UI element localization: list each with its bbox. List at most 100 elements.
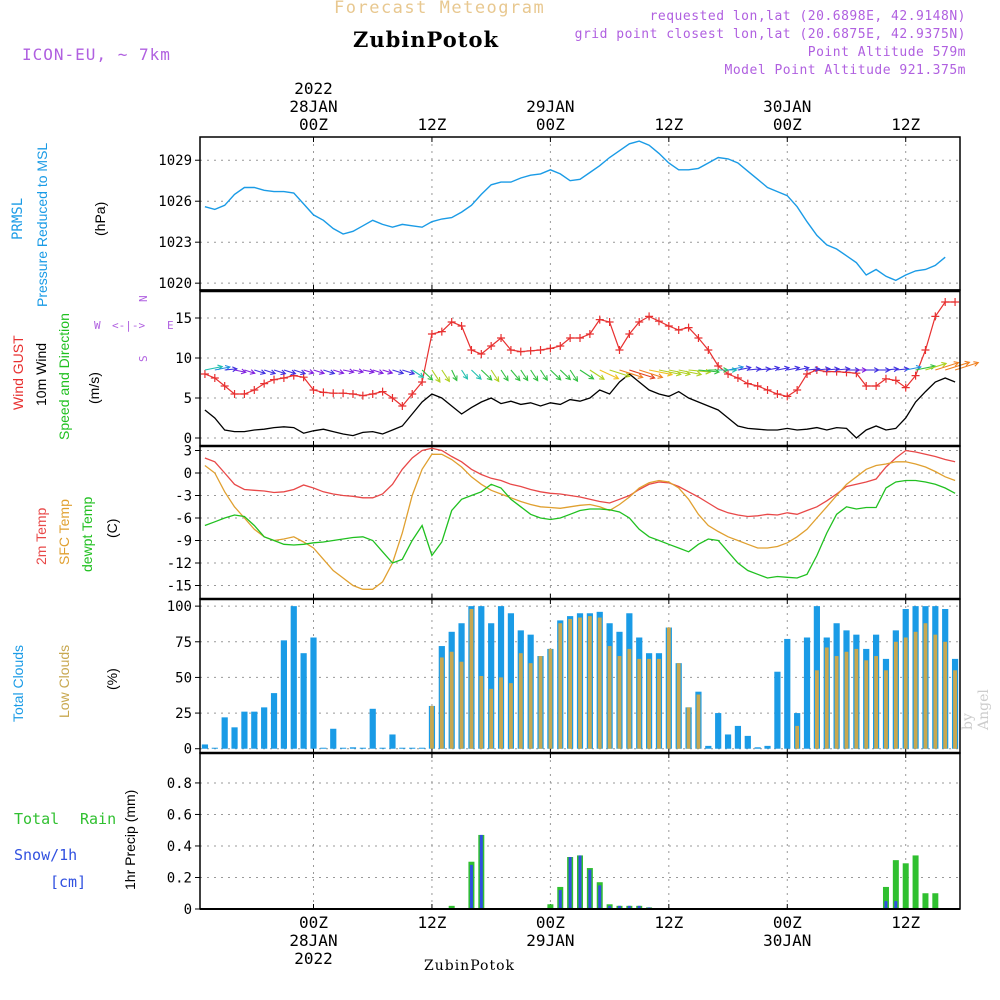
low-cloud-bar bbox=[676, 663, 681, 749]
wind-dir-arrow bbox=[520, 369, 529, 381]
wind-dir-head bbox=[624, 372, 631, 378]
low-cloud-bar bbox=[548, 648, 553, 749]
low-cloud-bar bbox=[943, 641, 948, 749]
low-cloud-bar bbox=[903, 637, 908, 749]
total-cloud-bar bbox=[379, 747, 386, 749]
wind-dir-arrow bbox=[343, 369, 354, 373]
wind-line bbox=[204, 373, 956, 439]
time-label-bottom: 28JAN bbox=[289, 931, 337, 950]
wind-dir-arrow bbox=[323, 369, 335, 375]
gust-marker bbox=[487, 342, 496, 350]
wind-dir-arrow bbox=[480, 369, 493, 381]
wind-dir-head bbox=[232, 366, 239, 373]
wind-dir-arrow bbox=[777, 367, 790, 371]
total-cloud-bar bbox=[784, 638, 791, 749]
wind-dir-head bbox=[834, 366, 841, 373]
wind-dir-head bbox=[893, 366, 900, 373]
wind-dir-arrow bbox=[204, 365, 223, 371]
wind-dir-head bbox=[280, 369, 287, 376]
total-cloud-bar bbox=[261, 707, 268, 749]
wind-dir-arrow bbox=[727, 366, 744, 371]
wind-dir-arrow bbox=[954, 362, 979, 371]
gust-marker bbox=[595, 315, 604, 324]
wind-dir-head bbox=[290, 369, 297, 376]
gust-marker bbox=[398, 402, 407, 410]
time-label-top: 12Z bbox=[654, 115, 683, 134]
gust-marker bbox=[536, 346, 545, 354]
wind-dir-head bbox=[486, 374, 493, 381]
total-cloud-bar bbox=[754, 747, 761, 749]
wind-dir-head bbox=[784, 365, 791, 372]
total-cloud-bar bbox=[359, 747, 366, 749]
rain-bar bbox=[912, 855, 919, 909]
wind-dir-arrow bbox=[530, 369, 539, 381]
total-cloud-bar bbox=[399, 747, 406, 749]
low-cloud-bar bbox=[686, 707, 691, 749]
time-label-top: 00Z bbox=[773, 115, 802, 134]
wind-dir-head bbox=[387, 369, 394, 375]
wind-dir-arrow bbox=[510, 369, 521, 381]
low-cloud-bar bbox=[696, 694, 701, 749]
wind-dir-head bbox=[765, 366, 772, 373]
wind-dir-head bbox=[657, 373, 664, 379]
gust-marker bbox=[270, 375, 279, 384]
wind-dir-head bbox=[555, 374, 562, 381]
gust-marker bbox=[585, 330, 594, 338]
y-tick-label: 0.8 bbox=[167, 776, 192, 792]
total-cloud-bar bbox=[418, 747, 426, 749]
gust-marker bbox=[684, 323, 693, 332]
wind-dir-arrow bbox=[945, 361, 970, 371]
gust-marker bbox=[457, 322, 466, 330]
gust-marker bbox=[220, 382, 229, 390]
low-cloud-bar bbox=[617, 656, 622, 749]
wind-dir-head bbox=[329, 369, 336, 375]
gust-marker bbox=[605, 318, 614, 326]
gust-marker bbox=[931, 312, 940, 321]
snow-bar bbox=[894, 901, 898, 909]
low-cloud-bar bbox=[657, 658, 661, 749]
time-label-top: 29JAN bbox=[526, 97, 574, 116]
y-tick-label: 1026 bbox=[158, 194, 192, 210]
wind-dir-head bbox=[705, 368, 712, 375]
low-cloud-bar bbox=[479, 676, 484, 749]
time-label-top: 30JAN bbox=[763, 97, 811, 116]
time-label-top: 12Z bbox=[891, 115, 920, 134]
wind-dir-head bbox=[249, 369, 256, 375]
wind-dir-head bbox=[435, 376, 441, 383]
wind-dir-arrow bbox=[402, 369, 415, 375]
wind-dir-head bbox=[572, 376, 579, 383]
wind-dir-arrow bbox=[352, 369, 364, 373]
wind-dir-head bbox=[308, 369, 315, 375]
low-cloud-bar bbox=[824, 647, 829, 749]
wind-dir-arrow bbox=[895, 368, 909, 371]
2m-temp-line bbox=[204, 447, 956, 518]
rain-bar bbox=[547, 904, 554, 909]
wind-dir-arrow bbox=[273, 369, 286, 375]
gust-marker bbox=[576, 334, 584, 342]
sfc-temp-line bbox=[204, 453, 956, 590]
wind-dir-arrow bbox=[333, 369, 344, 374]
gust-marker bbox=[733, 374, 742, 382]
wind-dir-arrow bbox=[559, 369, 571, 380]
wind-dir-head bbox=[514, 375, 521, 382]
total-cloud-bar bbox=[734, 725, 742, 749]
rain-bar bbox=[448, 905, 455, 909]
model-label: ICON-EU, ~ 7km bbox=[22, 45, 171, 64]
gust-marker bbox=[941, 298, 950, 306]
time-label-top: 00Z bbox=[299, 115, 328, 134]
y-tick-label: -6 bbox=[175, 511, 192, 527]
wind-dir-arrow bbox=[382, 369, 393, 374]
gust-marker bbox=[378, 387, 387, 396]
wind-dir-arrow bbox=[885, 368, 899, 371]
low-cloud-bar bbox=[874, 656, 879, 749]
low-cloud-bar bbox=[834, 656, 839, 749]
wind-dir-arrow bbox=[372, 369, 384, 374]
snow-bar bbox=[617, 905, 621, 909]
footer-station: ZubinPotok bbox=[424, 958, 516, 974]
total-cloud-bar bbox=[705, 745, 712, 749]
gust-marker bbox=[803, 370, 812, 378]
time-label-top: 12Z bbox=[417, 115, 446, 134]
wind-dir-arrow bbox=[431, 369, 441, 383]
rain-bar bbox=[932, 893, 939, 909]
wind-dir-arrow bbox=[658, 369, 681, 375]
